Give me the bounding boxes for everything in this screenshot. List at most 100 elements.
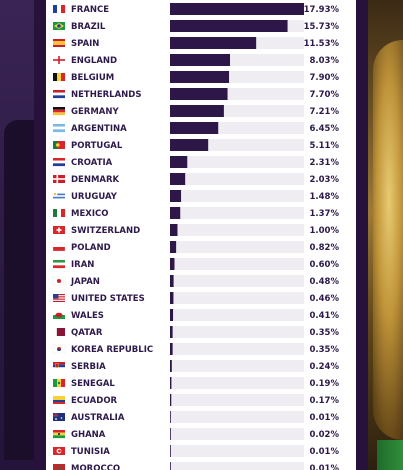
category-label: SENEGAL xyxy=(71,379,115,389)
value-label: 0.60% xyxy=(310,260,340,270)
bar-track xyxy=(170,326,304,338)
bar-track xyxy=(170,343,304,355)
bar xyxy=(170,326,173,338)
bar xyxy=(170,445,171,457)
wales-flag-icon xyxy=(53,311,65,319)
brazil-flag-icon xyxy=(53,22,65,30)
chart-row: MEXICO 1.37% xyxy=(53,207,339,219)
chart-row: JAPAN 0.48% xyxy=(52,275,339,287)
bar-track xyxy=(170,309,304,321)
category-label: IRAN xyxy=(71,260,94,270)
background-left-panel xyxy=(0,0,36,470)
portugal-flag-icon xyxy=(53,141,65,149)
category-label: ARGENTINA xyxy=(71,124,127,134)
category-label: ECUADOR xyxy=(71,396,118,406)
bar xyxy=(170,377,172,389)
category-label: BELGIUM xyxy=(71,73,114,83)
chart-row: SERBIA 0.24% xyxy=(53,360,339,372)
value-label: 6.45% xyxy=(310,124,340,134)
ghana-flag-icon xyxy=(53,430,65,439)
value-label: 2.03% xyxy=(310,175,340,185)
bar-track xyxy=(170,275,304,287)
value-label: 2.31% xyxy=(310,158,340,168)
category-label: SPAIN xyxy=(71,39,99,49)
argentina-flag-icon xyxy=(53,124,65,133)
bar xyxy=(170,360,172,372)
bar xyxy=(170,394,172,406)
value-label: 0.01% xyxy=(310,447,340,457)
bar xyxy=(170,88,228,100)
chart-row: NETHERLANDS 7.70% xyxy=(53,88,339,100)
senegal-flag-icon xyxy=(53,379,66,387)
bar xyxy=(170,292,174,304)
trophy-image xyxy=(373,40,403,440)
bar xyxy=(170,37,257,49)
chart-row: SPAIN 11.53% xyxy=(53,37,339,49)
bar xyxy=(170,122,219,134)
category-label: FRANCE xyxy=(71,5,109,15)
chart-row: ECUADOR 0.17% xyxy=(53,394,339,406)
australia-flag-icon xyxy=(53,413,65,421)
chart-row: CROATIA 2.31% xyxy=(53,156,339,168)
bar xyxy=(170,275,174,287)
category-label: WALES xyxy=(71,311,104,321)
value-label: 1.37% xyxy=(310,209,340,219)
category-label: SWITZERLAND xyxy=(71,226,140,236)
value-label: 0.82% xyxy=(310,243,340,253)
value-label: 1.00% xyxy=(310,226,340,236)
bar-track xyxy=(170,377,304,389)
belgium-flag-icon xyxy=(53,73,66,81)
category-label: UNITED STATES xyxy=(71,294,145,304)
bar xyxy=(170,190,182,202)
poland-flag-icon xyxy=(52,242,66,252)
value-label: 5.11% xyxy=(310,141,340,151)
chart-row: UNITED STATES 0.46% xyxy=(53,292,339,304)
value-label: 0.24% xyxy=(310,362,340,372)
value-label: 15.73% xyxy=(304,22,340,32)
bar xyxy=(170,139,209,151)
value-label: 0.01% xyxy=(310,413,340,423)
chart-row: FRANCE 17.93% xyxy=(53,3,339,15)
category-label: CROATIA xyxy=(71,158,113,168)
category-label: DENMARK xyxy=(71,175,120,185)
bar xyxy=(170,71,230,83)
bar-track xyxy=(170,411,304,423)
value-label: 0.19% xyxy=(310,379,340,389)
value-label: 11.53% xyxy=(304,39,340,49)
spain-flag-icon xyxy=(53,39,65,47)
chart-row: ARGENTINA 6.45% xyxy=(53,122,339,134)
value-label: 0.02% xyxy=(310,430,340,440)
chart-row: IRAN 0.60% xyxy=(53,258,339,270)
value-label: 1.48% xyxy=(310,192,340,202)
bar xyxy=(170,462,171,470)
bar-track xyxy=(170,190,304,202)
category-label: QATAR xyxy=(71,328,103,338)
bar xyxy=(170,20,288,32)
chart-row: WALES 0.41% xyxy=(53,309,339,321)
value-label: 0.41% xyxy=(310,311,340,321)
bar-track xyxy=(170,360,304,372)
chart-row: KOREA REPUBLIC 0.35% xyxy=(52,343,340,355)
denmark-flag-icon xyxy=(53,175,65,183)
value-label: 7.70% xyxy=(310,90,340,100)
category-label: POLAND xyxy=(71,243,111,253)
iran-flag-icon xyxy=(53,260,65,269)
chart-row: BELGIUM 7.90% xyxy=(53,71,339,83)
england-flag-icon xyxy=(53,56,65,64)
bar-track xyxy=(170,258,304,270)
bar xyxy=(170,224,178,236)
bar-chart: FRANCE 17.93% BRAZIL 15.73% SPAIN 11.53% ENGLA… xyxy=(52,3,340,470)
category-label: SERBIA xyxy=(71,362,106,372)
bar-track xyxy=(170,292,304,304)
chart-row: ENGLAND 8.03% xyxy=(53,54,339,66)
switzerland-flag-icon xyxy=(53,226,65,234)
category-label: PORTUGAL xyxy=(71,141,123,151)
bar-track xyxy=(170,428,304,440)
bar xyxy=(170,54,231,66)
usa-flag-icon xyxy=(53,294,65,302)
bar-track xyxy=(170,445,304,457)
value-label: 0.35% xyxy=(310,345,340,355)
value-label: 17.93% xyxy=(304,5,340,15)
chart-row: GHANA 0.02% xyxy=(53,428,339,440)
value-label: 0.35% xyxy=(310,328,340,338)
